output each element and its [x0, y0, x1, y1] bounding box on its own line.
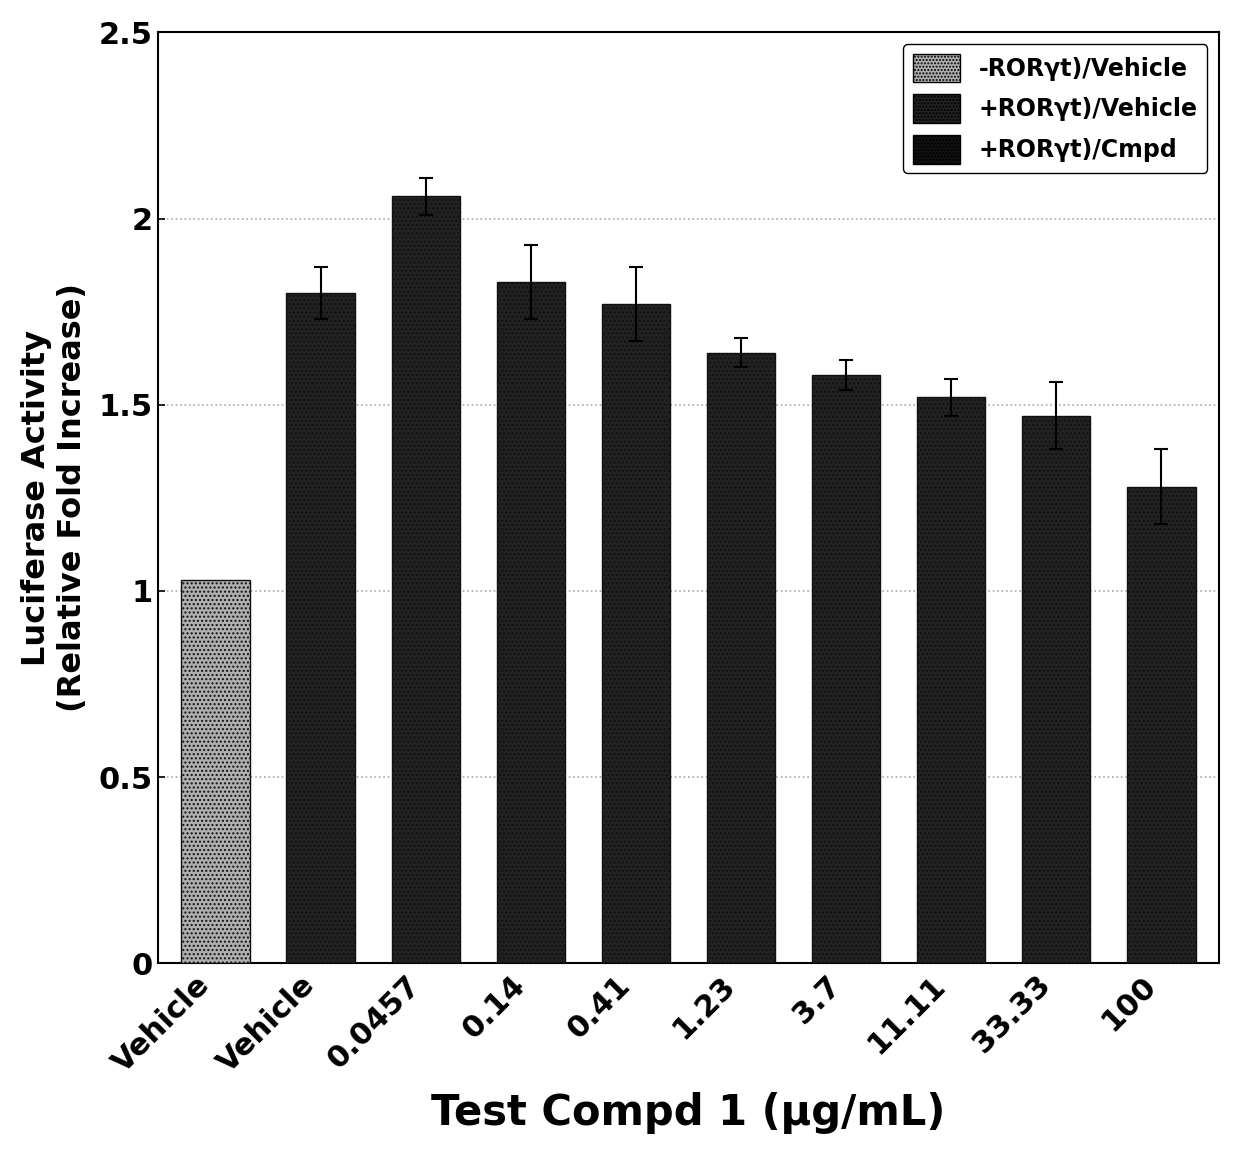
Bar [812, 375, 880, 963]
Bar [286, 293, 355, 963]
Bar [181, 580, 249, 963]
Y-axis label: Luciferase Activity
(Relative Fold Increase): Luciferase Activity (Relative Fold Incre… [21, 283, 88, 713]
Bar [392, 196, 460, 963]
Bar [497, 282, 565, 963]
Bar [1127, 486, 1195, 963]
Bar [918, 397, 986, 963]
X-axis label: Test Compd 1 (μg/mL): Test Compd 1 (μg/mL) [432, 1093, 946, 1134]
Legend: -RORγt)/Vehicle, +RORγt)/Vehicle, +RORγt)/Cmpd: -RORγt)/Vehicle, +RORγt)/Vehicle, +RORγt… [904, 44, 1208, 173]
Bar [707, 352, 775, 963]
Bar [601, 304, 670, 963]
Bar [1022, 416, 1090, 963]
